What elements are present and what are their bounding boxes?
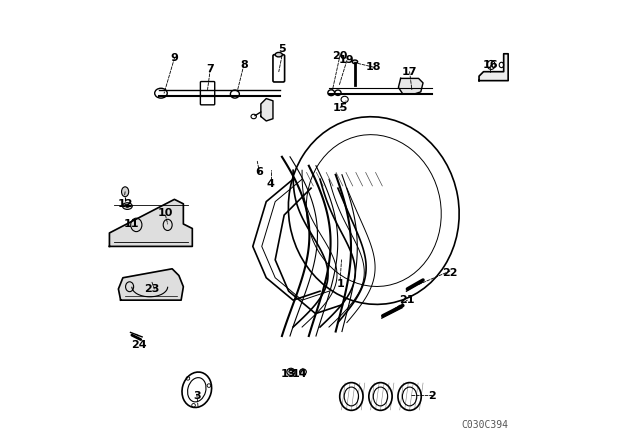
Polygon shape <box>398 78 423 94</box>
Text: 8: 8 <box>240 60 248 70</box>
Ellipse shape <box>125 205 129 207</box>
Text: 9: 9 <box>170 53 179 63</box>
Text: 4: 4 <box>267 179 275 189</box>
Ellipse shape <box>275 52 282 57</box>
Text: 14: 14 <box>292 369 308 379</box>
Text: 11: 11 <box>124 219 140 229</box>
Text: 6: 6 <box>255 168 264 177</box>
Text: 18: 18 <box>366 62 381 72</box>
Text: 12: 12 <box>117 199 133 209</box>
Text: 23: 23 <box>144 284 160 294</box>
Text: 2: 2 <box>428 392 436 401</box>
Ellipse shape <box>287 368 295 375</box>
Text: 17: 17 <box>402 67 417 77</box>
Polygon shape <box>109 199 192 246</box>
Ellipse shape <box>122 202 132 210</box>
Text: 19: 19 <box>339 56 355 65</box>
Text: 5: 5 <box>278 44 285 54</box>
Text: 21: 21 <box>399 295 415 305</box>
Text: 20: 20 <box>332 51 348 61</box>
Ellipse shape <box>352 60 358 64</box>
Text: 16: 16 <box>483 60 498 70</box>
Polygon shape <box>479 54 508 81</box>
Text: 22: 22 <box>442 268 458 278</box>
Text: 1: 1 <box>336 280 344 289</box>
Text: 3: 3 <box>193 392 200 401</box>
Text: 24: 24 <box>131 340 147 350</box>
Polygon shape <box>261 99 273 121</box>
Text: 10: 10 <box>157 208 173 218</box>
Text: C030C394: C030C394 <box>461 420 508 430</box>
Text: 15: 15 <box>332 103 348 112</box>
Text: 7: 7 <box>206 65 214 74</box>
Text: 13: 13 <box>281 369 296 379</box>
Ellipse shape <box>122 187 129 197</box>
Polygon shape <box>118 269 184 300</box>
Ellipse shape <box>300 369 307 375</box>
